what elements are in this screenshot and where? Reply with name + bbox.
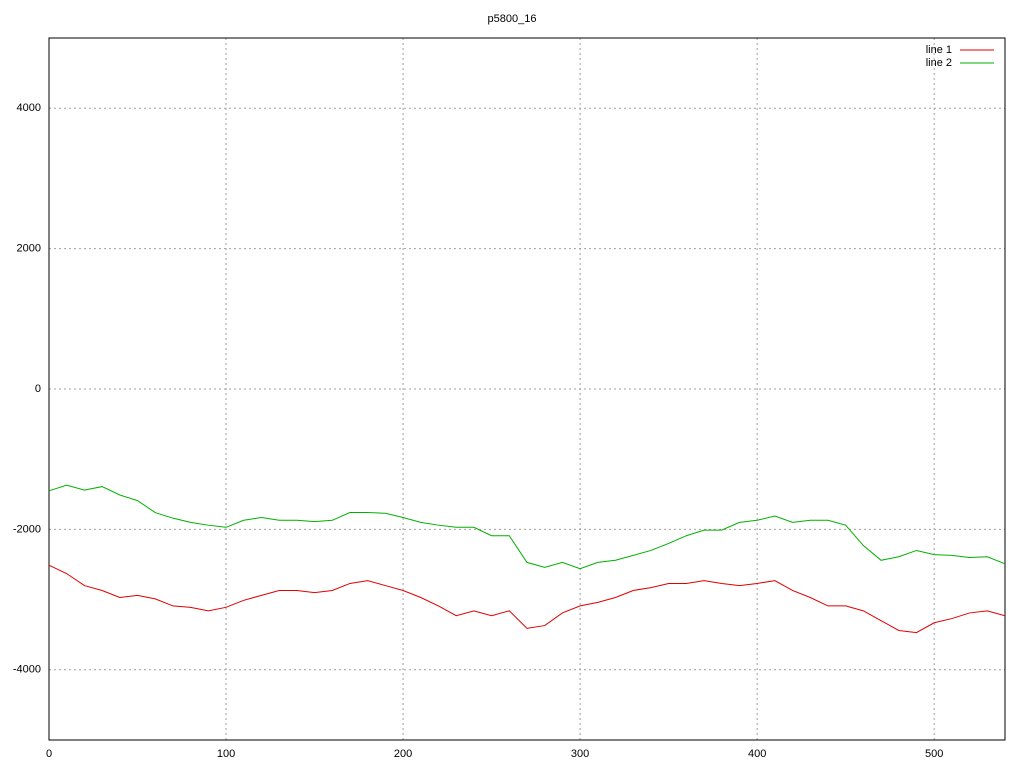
x-tick-label: 100 xyxy=(217,748,235,760)
legend-label: line 1 xyxy=(926,44,952,56)
x-tick-label: 200 xyxy=(394,748,412,760)
chart-title: p5800_16 xyxy=(488,13,537,25)
y-tick-label: -4000 xyxy=(13,664,41,676)
data-line xyxy=(48,564,1006,634)
legend-label: line 2 xyxy=(926,57,952,69)
x-tick-label: 300 xyxy=(571,748,589,760)
x-tick-label: 0 xyxy=(46,748,52,760)
y-tick-label: -2000 xyxy=(13,523,41,535)
y-tick-label: 2000 xyxy=(17,243,41,255)
y-tick-label: 0 xyxy=(35,383,41,395)
x-tick-label: 500 xyxy=(925,748,943,760)
y-tick-label: 4000 xyxy=(17,102,41,114)
plot-border xyxy=(48,37,1006,741)
x-tick-label: 400 xyxy=(748,748,766,760)
data-line xyxy=(48,484,1006,570)
